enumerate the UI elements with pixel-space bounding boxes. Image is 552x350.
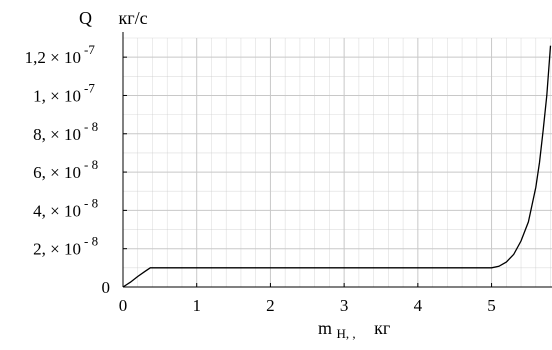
x-axis-symbol: m [318,318,332,338]
y-tick-mantissa: 4, × 10 [33,201,81,220]
x-tick-label: 1 [192,296,201,315]
series [122,45,552,288]
x-tick-label: 0 [119,296,128,315]
y-tick-label: 0 [102,278,111,297]
x-axis-subscript: H, , [337,326,356,341]
y-tick-mantissa: 2, × 10 [33,240,81,259]
y-tick-mantissa: 1,2 × 10 [25,48,81,67]
x-axis-unit: кг [374,318,390,338]
y-axis-title: Q кг/с [79,8,148,28]
x-tick-label: 4 [414,296,423,315]
x-tick-label: 3 [340,296,349,315]
y-tick-label: 1, × 10 -7 [33,80,95,105]
y-axis-unit: кг/с [119,8,148,28]
x-tick-labels: 0 1 2 3 4 5 [119,296,496,315]
y-tick-exponent: -7 [84,80,95,95]
y-tick-label: 6, × 10- 8 [33,157,98,182]
axes [122,32,552,288]
y-axis-symbol: Q [79,8,92,28]
y-tick-mantissa: 1, × 10 [33,86,81,105]
y-tick-mantissa: 8, × 10 [33,125,81,144]
y-tick-exponent: - 8 [84,234,98,249]
y-tick-label: 1,2 × 10 -7 [25,42,96,67]
x-tick-label: 2 [266,296,275,315]
x-tick-label: 5 [487,296,496,315]
x-axis-title: m H, , кг [318,318,390,342]
y-tick-exponent: - 8 [84,157,98,172]
grid [123,37,552,287]
y-tick-mantissa: 6, × 10 [33,163,81,182]
y-tick-exponent: - 8 [84,119,98,134]
y-tick-mantissa: 0 [102,278,111,297]
y-tick-exponent: - 8 [84,195,98,210]
y-tick-label: 2, × 10- 8 [33,234,98,259]
series-line [122,45,552,288]
y-tick-exponent: -7 [84,42,95,57]
y-tick-labels: 02, × 10- 84, × 10- 86, × 10- 88, × 10- … [25,42,110,297]
y-tick-label: 4, × 10- 8 [33,195,98,220]
y-tick-label: 8, × 10- 8 [33,119,98,144]
